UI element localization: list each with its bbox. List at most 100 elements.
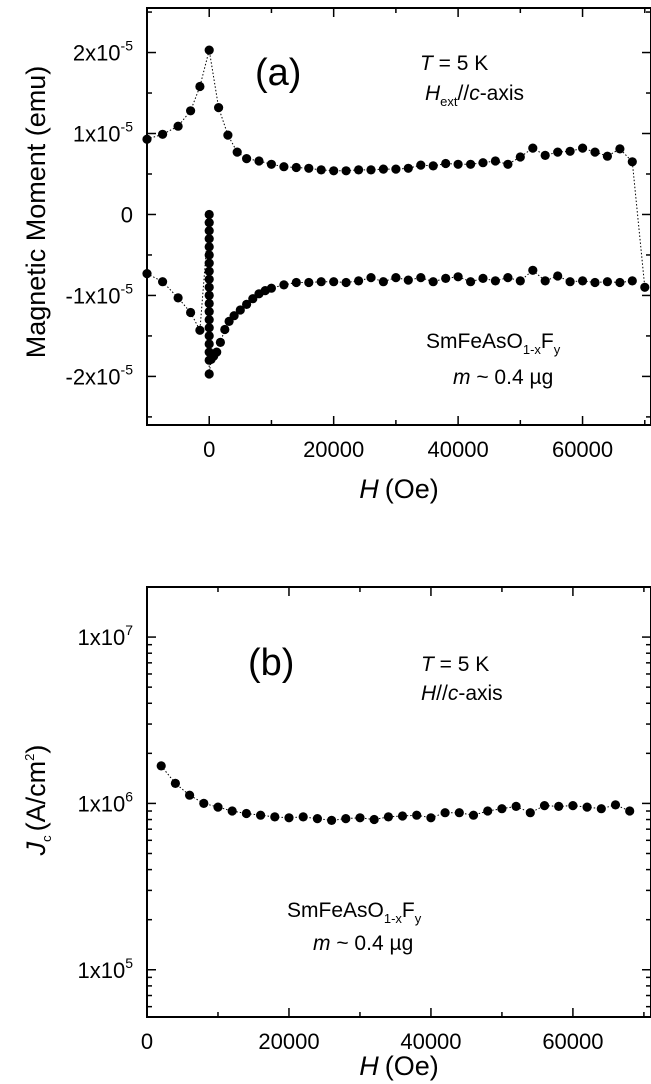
panel-b-ticks (146, 586, 651, 1017)
data-point (578, 143, 588, 153)
data-point (369, 814, 379, 825)
data-point (327, 815, 337, 826)
y-tick-label: 1x105 (77, 955, 133, 983)
data-point (625, 806, 635, 816)
data-point (204, 258, 214, 268)
data-point (173, 293, 183, 303)
data-point (568, 801, 578, 811)
data-point (204, 218, 214, 228)
x-tick-label: 40000 (400, 1029, 461, 1054)
data-point (316, 277, 326, 287)
x-tick-label: 40000 (428, 437, 489, 462)
panel-a-x-axis-label: H (Oe) (359, 474, 439, 504)
data-point (582, 802, 592, 812)
data-point (235, 305, 245, 315)
data-point (528, 265, 538, 275)
panel-a-y-tick-labels: -2x10-5 -1x10-5 0 1x10-5 2x10-5 (66, 38, 134, 390)
y-tick-label: 1x106 (77, 788, 133, 816)
data-point (540, 276, 550, 286)
data-point (453, 272, 463, 282)
data-point (416, 160, 426, 170)
y-tick-label: 2x10-5 (73, 38, 133, 66)
data-point (284, 813, 294, 823)
data-point (590, 277, 600, 288)
panel-a-sample-formula: SmFeAsO1-xFy (426, 330, 561, 357)
data-point (428, 277, 438, 287)
data-point (525, 808, 535, 818)
data-point (354, 165, 364, 175)
data-point (304, 163, 314, 173)
data-point (391, 164, 401, 174)
data-point (540, 150, 550, 160)
data-point (454, 808, 464, 818)
y-tick-label: -2x10-5 (66, 361, 134, 389)
y-tick-label: 1x10-5 (73, 119, 133, 147)
data-point (468, 810, 479, 820)
data-point (403, 163, 413, 173)
panel-b-sample-mass: m ~ 0.4 µg (313, 932, 413, 955)
data-point (554, 801, 564, 812)
data-point (511, 801, 521, 812)
data-point (478, 273, 488, 283)
data-point (248, 294, 258, 304)
data-point (204, 315, 214, 325)
data-point (213, 802, 223, 812)
data-point (453, 159, 463, 169)
panel-a-y-axis-label: Magnetic Moment (emu) (21, 66, 51, 359)
data-point (341, 814, 351, 824)
x-tick-label: 60000 (542, 1029, 603, 1054)
data-point (378, 164, 388, 174)
data-point (204, 290, 214, 300)
x-tick-label: 20000 (258, 1029, 319, 1054)
data-point (441, 158, 451, 169)
data-point (173, 121, 183, 131)
x-tick-label: 20000 (303, 437, 364, 462)
data-point (195, 81, 205, 92)
data-point (185, 790, 195, 800)
panel-a-plot-area (142, 45, 650, 379)
data-point (204, 323, 214, 333)
x-tick-label: 60000 (552, 437, 613, 462)
data-point (553, 271, 563, 281)
data-point (412, 810, 422, 820)
y-tick-label: 1x107 (77, 622, 133, 650)
data-point (156, 761, 166, 771)
panel-a-sample-mass: m ~ 0.4 µg (453, 366, 553, 389)
data-point (515, 276, 525, 286)
data-point (170, 778, 180, 789)
data-point (279, 280, 289, 290)
data-point (403, 275, 413, 285)
data-point (204, 266, 214, 276)
data-point (254, 156, 264, 166)
data-point (316, 165, 326, 175)
data-point (279, 162, 289, 172)
data-point (312, 814, 322, 824)
panel-b-sample-formula: SmFeAsO1-xFy (287, 899, 422, 926)
data-point (478, 158, 488, 168)
panel-b-x-tick-labels: 0 20000 40000 60000 (141, 1029, 604, 1054)
data-point (256, 810, 266, 820)
panel-b-plot-area (156, 761, 635, 826)
data-point (354, 276, 364, 286)
data-point (578, 276, 588, 286)
data-point (199, 798, 209, 809)
data-point (214, 103, 224, 113)
data-point (483, 806, 493, 816)
data-point (565, 146, 575, 156)
y-tick-label: 0 (121, 202, 133, 227)
data-point (391, 273, 401, 283)
data-point (227, 806, 237, 816)
data-point (223, 130, 233, 140)
data-point (186, 307, 196, 318)
series-line (146, 49, 646, 288)
data-point (602, 277, 613, 287)
data-point (204, 369, 214, 379)
data-point (341, 277, 351, 288)
data-point (204, 331, 214, 341)
data-point (241, 808, 251, 819)
data-point (440, 808, 450, 818)
panel-b-field-direction: H//c-axis (421, 682, 503, 705)
panel-a-x-tick-labels: 0 20000 40000 60000 (203, 437, 613, 462)
x-tick-label: 0 (141, 1029, 153, 1054)
